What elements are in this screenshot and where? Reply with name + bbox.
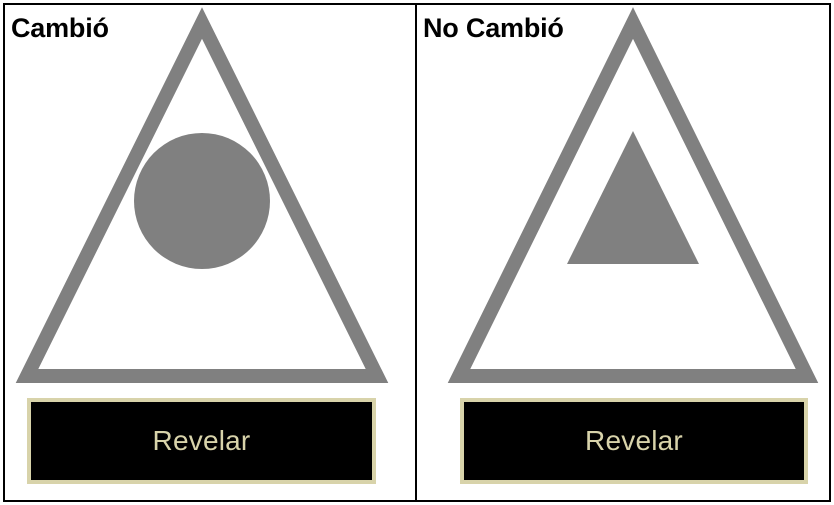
panel-unchanged: No Cambió Revelar bbox=[415, 3, 831, 502]
reveal-button-label: Revelar bbox=[585, 425, 683, 456]
inner-triangle-icon bbox=[567, 131, 699, 264]
shape-display bbox=[447, 7, 819, 383]
shape-display bbox=[15, 7, 389, 383]
inner-circle-icon bbox=[134, 133, 270, 269]
panel-title: No Cambió bbox=[423, 13, 564, 43]
panel-title: Cambió bbox=[11, 13, 109, 43]
outer-triangle-outline-icon bbox=[447, 7, 819, 383]
reveal-button-label: Revelar bbox=[152, 425, 251, 456]
outer-triangle-outline-icon bbox=[15, 7, 389, 383]
reveal-button[interactable]: Revelar bbox=[460, 398, 808, 484]
panel-changed: Cambió Revelar bbox=[3, 3, 417, 502]
card-board: Cambió Revelar No Cambió Revelar bbox=[3, 3, 831, 502]
reveal-button[interactable]: Revelar bbox=[27, 398, 376, 484]
